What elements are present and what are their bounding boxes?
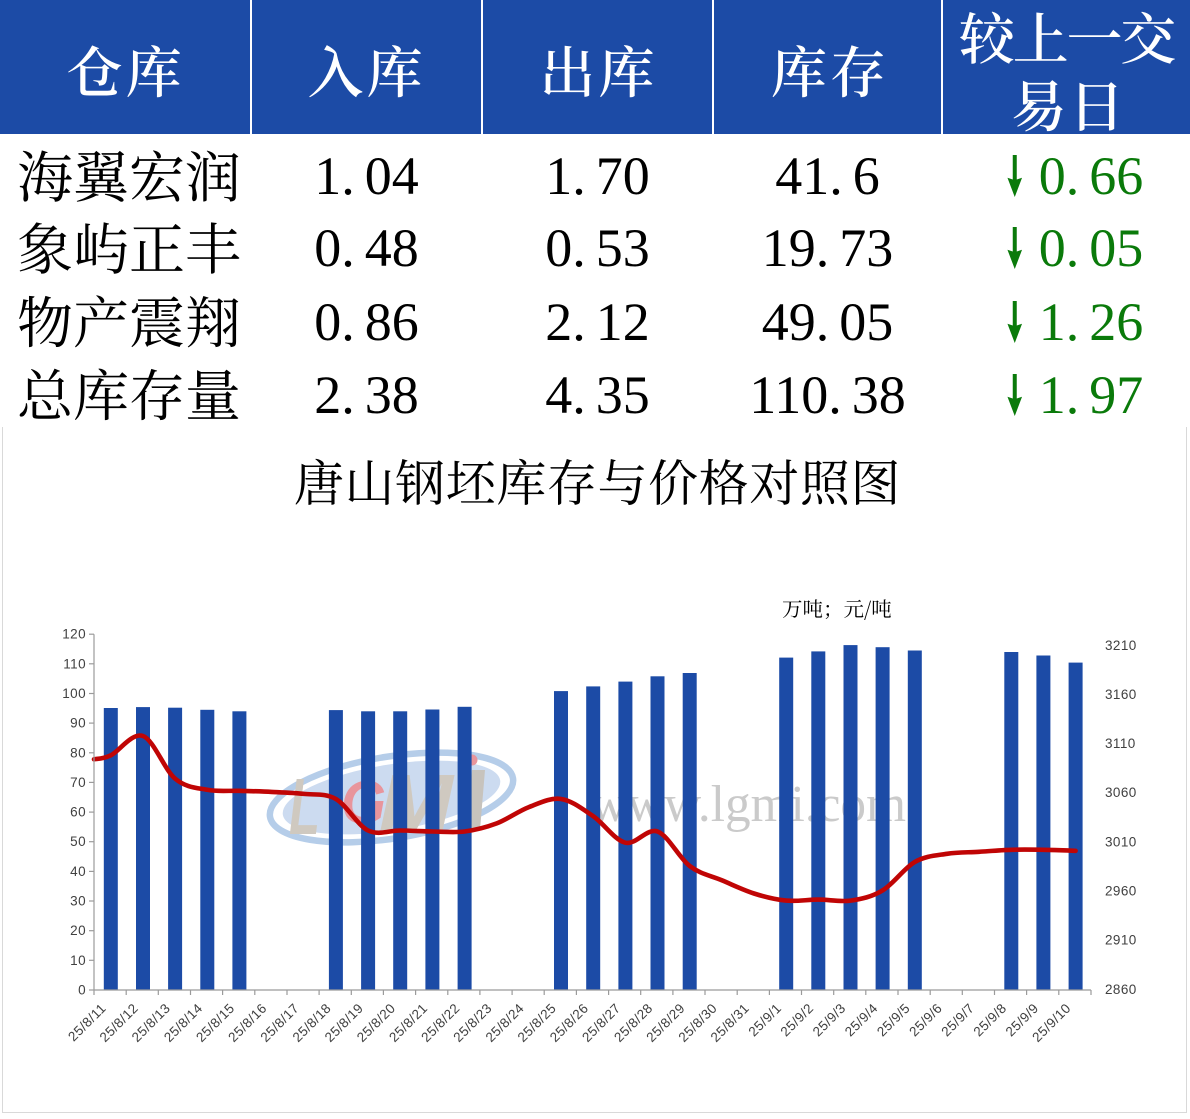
svg-text:3110: 3110	[1105, 736, 1136, 751]
svg-text:10: 10	[70, 953, 86, 968]
svg-text:3010: 3010	[1105, 834, 1137, 849]
svg-text:www.lgmi.com: www.lgmi.com	[590, 776, 906, 833]
svg-text:2960: 2960	[1105, 884, 1137, 899]
svg-text:0: 0	[78, 983, 86, 998]
svg-text:80: 80	[70, 745, 86, 760]
svg-text:2910: 2910	[1105, 933, 1137, 948]
svg-text:50: 50	[70, 834, 86, 849]
svg-text:25/9/3: 25/9/3	[810, 1001, 849, 1040]
svg-text:110: 110	[63, 656, 86, 671]
svg-text:25/9/6: 25/9/6	[906, 1001, 945, 1040]
svg-text:2860: 2860	[1105, 982, 1137, 997]
svg-text:100: 100	[62, 686, 86, 701]
svg-text:90: 90	[70, 716, 86, 731]
svg-text:3160: 3160	[1105, 687, 1137, 702]
svg-text:25/9/1: 25/9/1	[745, 1001, 784, 1040]
svg-text:30: 30	[70, 894, 86, 909]
svg-text:25/9/5: 25/9/5	[874, 1001, 913, 1040]
svg-text:25/9/8: 25/9/8	[971, 1001, 1010, 1040]
svg-text:25/9/7: 25/9/7	[938, 1001, 977, 1040]
svg-text:3060: 3060	[1105, 785, 1137, 800]
svg-text:25/9/4: 25/9/4	[842, 1000, 881, 1039]
svg-text:40: 40	[70, 864, 86, 879]
svg-text:70: 70	[70, 775, 86, 790]
svg-text:20: 20	[70, 923, 86, 938]
svg-text:120: 120	[62, 627, 86, 642]
svg-text:L: L	[289, 762, 320, 851]
svg-text:25/9/2: 25/9/2	[778, 1001, 817, 1040]
svg-text:3210: 3210	[1105, 638, 1137, 653]
svg-text:60: 60	[70, 805, 86, 820]
